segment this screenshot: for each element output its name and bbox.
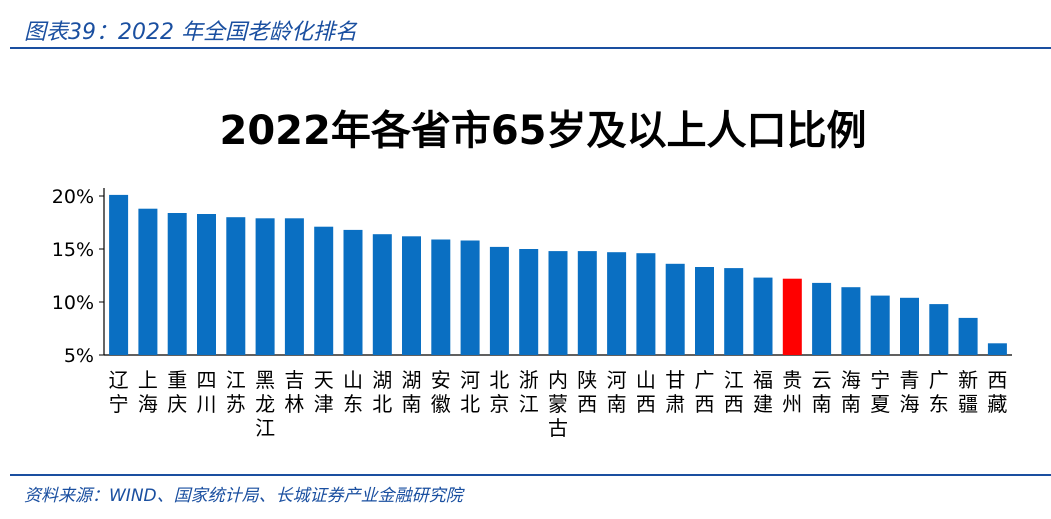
bar-17 (607, 252, 627, 355)
x-tick-label: 江西 (724, 368, 744, 416)
bars (109, 194, 1007, 355)
bar-26 (870, 295, 890, 355)
x-tick-label: 天津 (314, 368, 334, 416)
bar-10 (402, 236, 421, 355)
x-tick-label: 上海 (138, 368, 158, 416)
x-tick-label: 四川 (197, 368, 217, 416)
x-tick-label: 辽宁 (109, 368, 129, 416)
x-tick-label: 内蒙古 (548, 368, 568, 440)
bar-24 (812, 282, 832, 355)
x-axis-labels: 辽宁上海重庆四川江苏黑龙江吉林天津山东湖北湖南安徽河北北京浙江内蒙古陕西河南山西… (109, 368, 1008, 440)
x-tick-label: 山东 (343, 368, 363, 416)
bar-3 (197, 214, 216, 355)
x-tick-label: 河北 (460, 368, 480, 416)
x-tick-label: 湖南 (402, 368, 422, 416)
x-tick-label: 青海 (900, 368, 920, 416)
y-tick-label: 15% (52, 239, 94, 261)
bar-29 (958, 317, 978, 355)
bar-14 (519, 249, 539, 355)
x-tick-label: 黑龙江 (255, 368, 275, 440)
x-tick-label: 吉林 (284, 368, 304, 416)
bar-19 (665, 263, 685, 355)
y-tick-label: 10% (52, 292, 94, 314)
x-tick-label: 甘肃 (665, 368, 685, 416)
x-tick-label: 江苏 (226, 368, 246, 416)
bar-4 (226, 217, 246, 355)
bar-22 (753, 277, 773, 355)
x-tick-label: 贵州 (782, 368, 802, 416)
x-tick-label: 云南 (812, 368, 832, 416)
bar-13 (489, 246, 509, 355)
bar-6 (284, 218, 304, 355)
bar-9 (372, 234, 392, 355)
bar-1 (138, 208, 158, 355)
x-tick-label: 宁夏 (870, 368, 890, 416)
x-tick-label: 安徽 (431, 368, 451, 416)
bar-7 (314, 226, 334, 355)
x-tick-label: 福建 (753, 368, 773, 416)
bar-11 (431, 239, 451, 355)
source-note: 资料来源：WIND、国家统计局、长城证券产业金融研究院 (24, 486, 463, 506)
bar-27 (900, 297, 919, 355)
x-tick-label: 北京 (489, 368, 509, 416)
bar-18 (636, 253, 656, 355)
bar-2 (167, 213, 187, 355)
bar-5 (255, 218, 275, 355)
bar-15 (548, 251, 568, 355)
x-tick-label: 重庆 (167, 368, 187, 416)
bar-8 (343, 229, 363, 355)
y-axis: 5% 10% 15% 20% (52, 186, 1012, 367)
bar-16 (577, 251, 597, 355)
bar-chart: 2022年各省市65岁及以上人口比例 5%10%15%20% 辽宁上海重庆四川江… (52, 108, 1012, 440)
x-tick-label: 广东 (929, 368, 949, 416)
bar-30 (987, 343, 1007, 355)
y-tick-label: 5% (64, 345, 94, 367)
chart-title: 2022年各省市65岁及以上人口比例 (220, 108, 867, 154)
bar-21 (724, 268, 744, 355)
bar-25 (841, 287, 861, 355)
bar-0 (109, 194, 129, 355)
bar-28 (929, 304, 949, 355)
x-tick-label: 广西 (695, 368, 715, 416)
x-tick-label: 西藏 (987, 368, 1007, 416)
bar-12 (460, 240, 480, 355)
x-tick-label: 陕西 (577, 368, 597, 416)
bottom-divider (10, 474, 1051, 476)
top-divider (10, 47, 1051, 49)
y-tick-label: 20% (52, 186, 94, 208)
figure-caption: 图表39：2022 年全国老龄化排名 (24, 20, 357, 45)
x-tick-label: 海南 (841, 368, 861, 416)
x-tick-label: 河南 (607, 368, 627, 416)
x-tick-label: 新疆 (958, 368, 978, 416)
bar-20 (695, 267, 714, 355)
x-tick-label: 山西 (636, 368, 656, 416)
x-tick-label: 浙江 (519, 368, 539, 416)
x-tick-label: 湖北 (372, 368, 392, 416)
bar-23 (782, 278, 802, 355)
